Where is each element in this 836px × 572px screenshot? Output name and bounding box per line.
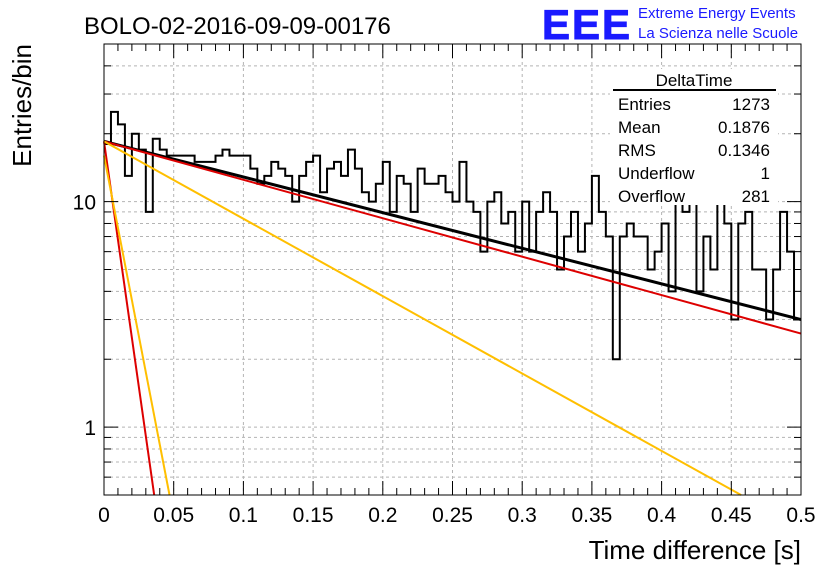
stats-label: Mean [618, 118, 661, 137]
stats-value: 0.1346 [718, 141, 770, 160]
eee-logo: EEE [542, 1, 632, 48]
histogram-outline [104, 110, 801, 361]
y-tick-label: 1 [84, 417, 96, 440]
y-axis-label: Entries/bin [7, 44, 37, 167]
stats-box: DeltaTime Entries 1273 Mean 0.1876 RMS 0.1346… [610, 69, 778, 206]
x-tick-label: 0.25 [432, 504, 473, 527]
stats-label: Underflow [618, 164, 695, 183]
stats-value: 1273 [732, 95, 770, 114]
x-tick-label: 0.45 [711, 504, 752, 527]
axis-ticks: 0 0.05 0.1 0.15 0.2 0.25 0.3 0.35 0.4 0.45 0.5 1 10 [73, 43, 816, 527]
stats-label: RMS [618, 141, 656, 160]
x-tick-label: 0.1 [229, 504, 258, 527]
chart-title: BOLO-02-2016-09-09-00176 [84, 13, 391, 40]
x-tick-label: 0 [98, 504, 110, 527]
x-tick-label: 0.5 [786, 504, 815, 527]
stats-label: Entries [618, 95, 671, 114]
y-tick-label: 10 [73, 192, 96, 215]
x-tick-label: 0.2 [368, 504, 397, 527]
histogram [104, 110, 801, 361]
logo-line-2: La Scienza nelle Scuole [638, 25, 798, 42]
total-fit-curve [103, 139, 802, 321]
stats-title: DeltaTime [656, 71, 733, 90]
x-tick-label: 0.35 [571, 504, 612, 527]
exp-component-1 [103, 140, 802, 335]
stats-value: 281 [742, 187, 770, 206]
x-tick-label: 0.4 [647, 504, 677, 527]
logo-line-1: Extreme Energy Events [638, 5, 796, 22]
x-tick-label: 0.15 [293, 504, 334, 527]
stats-label: Overflow [618, 187, 686, 206]
x-axis-label: Time difference [s] [589, 535, 801, 565]
stats-value: 0.1876 [718, 118, 770, 137]
exp-component-4 [103, 155, 171, 496]
x-tick-label: 0.3 [508, 504, 537, 527]
x-tick-label: 0.05 [153, 504, 194, 527]
exp-component-3 [103, 140, 742, 496]
fit-curves [103, 139, 802, 496]
stats-value: 1 [761, 164, 770, 183]
